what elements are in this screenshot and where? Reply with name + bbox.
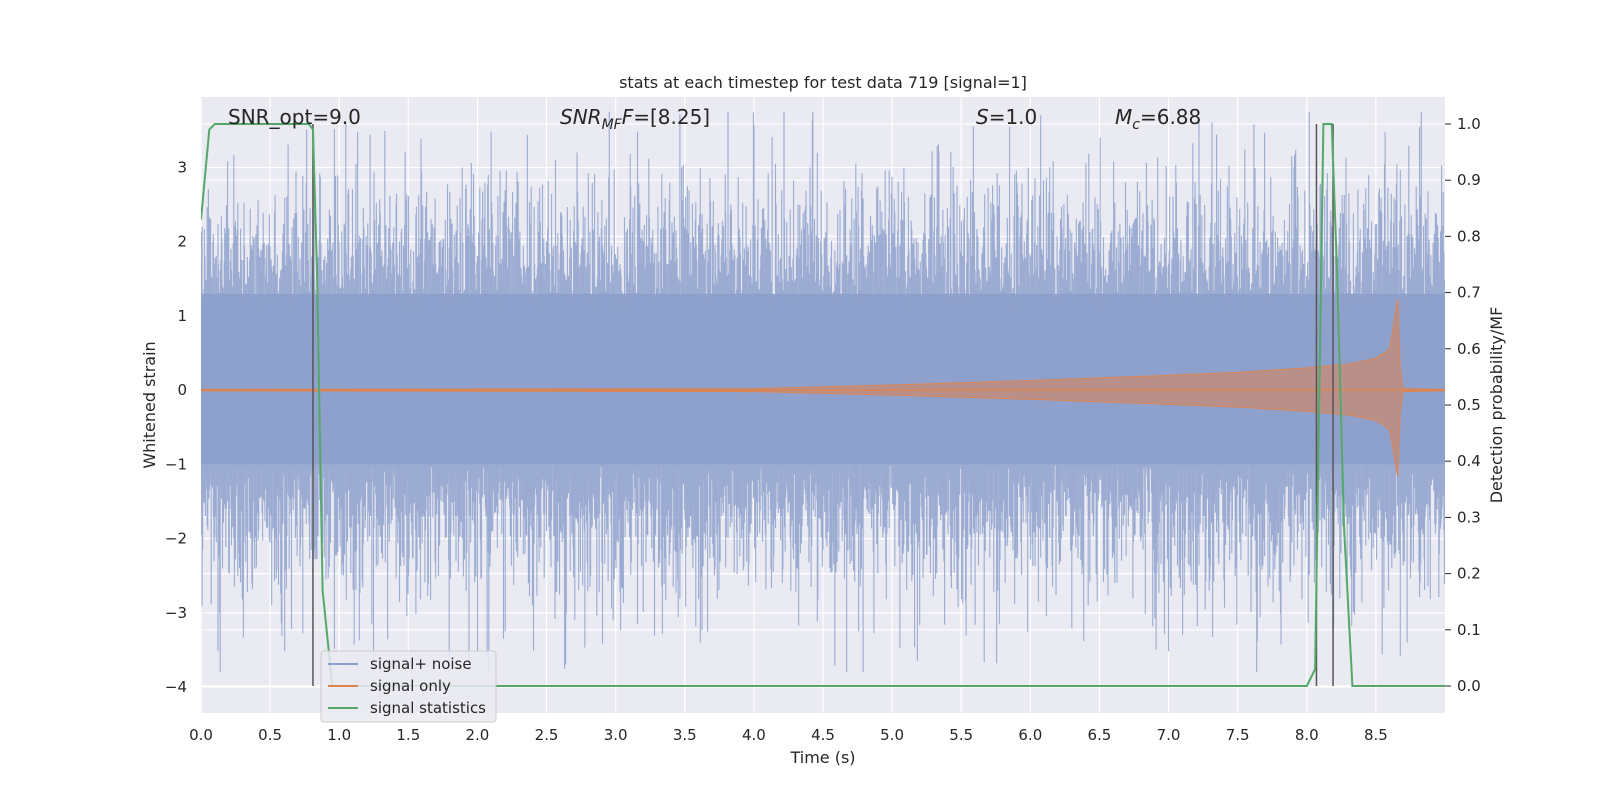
y2-tick-label-4: 0.4 bbox=[1457, 452, 1481, 470]
y2-tick-label-3: 0.3 bbox=[1457, 508, 1481, 526]
annotation-snr-mf-f: F bbox=[622, 105, 634, 129]
y2-tick-label-6: 0.6 bbox=[1457, 340, 1481, 358]
x-tick-label-8: 4.0 bbox=[742, 726, 766, 744]
annotation-snr-mf: SNRMFF=[8.25] bbox=[560, 105, 710, 133]
legend-label-stats: signal statistics bbox=[370, 699, 486, 717]
legend-label-signal: signal only bbox=[370, 677, 451, 695]
y2-axis-label: Detection probability/MF bbox=[1487, 307, 1506, 504]
legend: signal+ noise signal only signal statist… bbox=[320, 650, 497, 723]
y-tick-label-0: −4 bbox=[165, 678, 187, 696]
x-tick-label-3: 1.5 bbox=[396, 726, 420, 744]
x-tick-label-2: 1.0 bbox=[327, 726, 351, 744]
stats-line bbox=[201, 123, 1445, 687]
y-tick-label-3: −1 bbox=[165, 455, 187, 473]
y-tick-label-2: −2 bbox=[165, 530, 187, 548]
annotation-mc-value: =6.88 bbox=[1140, 105, 1201, 129]
x-tick-label-10: 5.0 bbox=[880, 726, 904, 744]
x-tick-label-12: 6.0 bbox=[1018, 726, 1042, 744]
chart-title: stats at each timestep for test data 719… bbox=[619, 73, 1027, 92]
y-tick-label-4: 0 bbox=[177, 381, 187, 399]
x-tick-label-16: 8.0 bbox=[1295, 726, 1319, 744]
x-tick-label-14: 7.0 bbox=[1157, 726, 1181, 744]
y2-tick-label-5: 0.5 bbox=[1457, 396, 1481, 414]
y2-axis-ticks: 0.0 0.1 0.2 0.3 0.4 0.5 0.6 0.7 0.8 0.9 1.0 bbox=[1445, 115, 1481, 695]
x-tick-label-13: 6.5 bbox=[1088, 726, 1112, 744]
signal-envelope bbox=[201, 299, 1445, 477]
annotation-s-main: S bbox=[976, 105, 989, 129]
x-axis-ticks: 0.0 0.5 1.0 1.5 2.0 2.5 3.0 3.5 4.0 4.5 5.0 5.5 6.0 6… bbox=[189, 726, 1388, 744]
x-tick-label-11: 5.5 bbox=[949, 726, 973, 744]
y2-tick-label-10: 1.0 bbox=[1457, 115, 1481, 133]
x-tick-label-0: 0.0 bbox=[189, 726, 213, 744]
x-tick-label-15: 7.5 bbox=[1226, 726, 1250, 744]
x-axis-label: Time (s) bbox=[789, 748, 855, 767]
annotation-snr-opt: SNR_opt=9.0 bbox=[228, 105, 361, 129]
annotation-mc-sub: c bbox=[1132, 117, 1140, 133]
x-tick-label-6: 3.0 bbox=[604, 726, 628, 744]
y2-tick-label-9: 0.9 bbox=[1457, 171, 1481, 189]
legend-box bbox=[320, 650, 497, 723]
y2-tick-label-7: 0.7 bbox=[1457, 284, 1481, 302]
annotation-mc: Mc=6.88 bbox=[1115, 105, 1201, 133]
annotation-s-value: =1.0 bbox=[989, 105, 1038, 129]
y-axis-label: Whitened strain bbox=[140, 341, 159, 468]
y-tick-label-1: −3 bbox=[165, 604, 187, 622]
x-tick-label-5: 2.5 bbox=[535, 726, 559, 744]
x-tick-label-17: 8.5 bbox=[1364, 726, 1388, 744]
y-tick-label-7: 3 bbox=[177, 159, 187, 177]
y2-tick-label-2: 0.2 bbox=[1457, 565, 1481, 583]
x-tick-label-4: 2.0 bbox=[466, 726, 490, 744]
y-tick-label-5: 1 bbox=[177, 307, 187, 325]
y2-tick-label-0: 0.0 bbox=[1457, 677, 1481, 695]
x-tick-label-1: 0.5 bbox=[258, 726, 282, 744]
annotation-snr-mf-main: SNR bbox=[560, 105, 602, 129]
y2-tick-label-1: 0.1 bbox=[1457, 621, 1481, 639]
annotation-mc-main: M bbox=[1115, 105, 1132, 129]
annotation-snr-mf-value: =[8.25] bbox=[633, 105, 710, 129]
series-signal-statistics bbox=[201, 123, 1445, 687]
annotation-snr-mf-sub: MF bbox=[602, 117, 623, 133]
x-tick-label-9: 4.5 bbox=[811, 726, 835, 744]
series-signal-only bbox=[201, 299, 1445, 477]
annotation-s: S=1.0 bbox=[976, 105, 1037, 129]
legend-label-noise: signal+ noise bbox=[370, 655, 472, 673]
y-axis-ticks: −4 −3 −2 −1 0 1 2 3 bbox=[165, 159, 187, 697]
y2-tick-label-8: 0.8 bbox=[1457, 227, 1481, 245]
x-tick-label-7: 3.5 bbox=[673, 726, 697, 744]
y-tick-label-6: 2 bbox=[177, 233, 187, 251]
